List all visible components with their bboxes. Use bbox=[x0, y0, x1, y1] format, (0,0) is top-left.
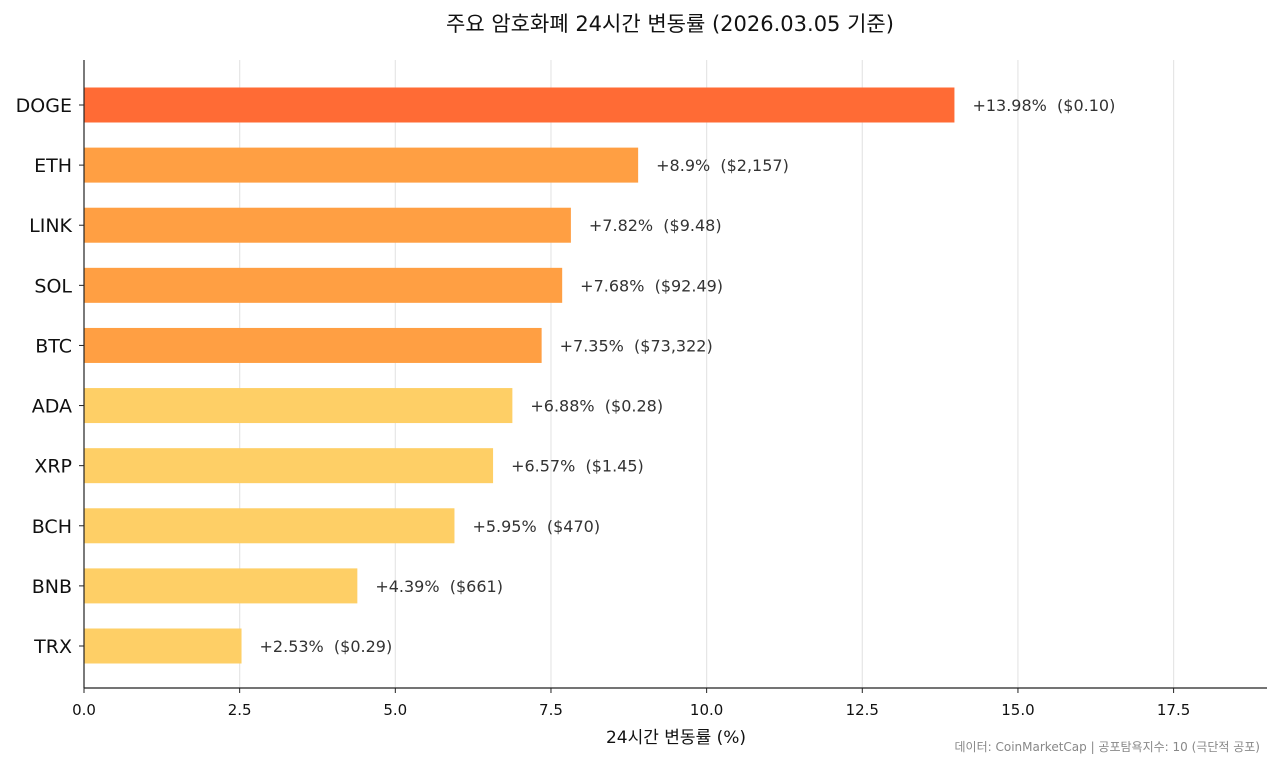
y-axis-ticks: DOGE ETH LINK SOL BTC ADA XRP BCH BNB TRX bbox=[16, 95, 84, 658]
data-label: +6.88% ($0.28) bbox=[530, 397, 663, 416]
x-axis-ticks: 0.0 2.5 5.0 7.5 10.0 12.5 15.0 17.5 bbox=[72, 688, 1190, 719]
data-label: +13.98% ($0.10) bbox=[972, 96, 1115, 115]
x-tick-label: 15.0 bbox=[1001, 701, 1034, 719]
y-tick-label: BNB bbox=[32, 576, 72, 598]
x-tick-label: 2.5 bbox=[228, 701, 252, 719]
x-axis-label: 24시간 변동률 (%) bbox=[606, 728, 746, 748]
y-tick-label: BCH bbox=[32, 516, 72, 538]
x-tick-label: 17.5 bbox=[1157, 701, 1190, 719]
bar-eth bbox=[84, 147, 639, 183]
data-label: +7.82% ($9.48) bbox=[589, 216, 722, 235]
x-tick-label: 12.5 bbox=[846, 701, 879, 719]
x-tick-label: 10.0 bbox=[690, 701, 723, 719]
x-tick-label: 0.0 bbox=[72, 701, 96, 719]
y-tick-label: ADA bbox=[32, 396, 72, 418]
chart-title: 주요 암호화폐 24시간 변동률 (2026.03.05 기준) bbox=[446, 12, 894, 36]
data-label: +5.95% ($470) bbox=[472, 517, 600, 536]
bar-bnb bbox=[84, 568, 358, 604]
data-label: +6.57% ($1.45) bbox=[511, 457, 644, 476]
y-tick-label: DOGE bbox=[16, 95, 72, 117]
x-tick-label: 5.0 bbox=[383, 701, 407, 719]
bar-sol bbox=[84, 267, 563, 303]
y-tick-label: XRP bbox=[34, 456, 72, 478]
bar-xrp bbox=[84, 448, 494, 484]
bar-trx bbox=[84, 628, 242, 664]
bar-btc bbox=[84, 327, 542, 363]
y-tick-label: SOL bbox=[34, 275, 72, 297]
y-tick-label: TRX bbox=[33, 636, 72, 658]
footer-source: 데이터: CoinMarketCap | 공포탐욕지수: 10 (극단적 공포) bbox=[955, 740, 1260, 754]
data-label: +2.53% ($0.29) bbox=[260, 637, 393, 656]
y-tick-label: LINK bbox=[29, 215, 72, 237]
bars: +13.98% ($0.10) +8.9% ($2,157) +7.82% ($9.… bbox=[84, 87, 1115, 664]
data-label: +4.39% ($661) bbox=[375, 577, 503, 596]
data-label: +8.9% ($2,157) bbox=[656, 156, 789, 175]
data-label: +7.68% ($92.49) bbox=[580, 276, 723, 295]
bar-link bbox=[84, 207, 571, 243]
bar-ada bbox=[84, 388, 513, 424]
x-tick-label: 7.5 bbox=[539, 701, 563, 719]
y-tick-label: ETH bbox=[34, 155, 72, 177]
y-tick-label: BTC bbox=[35, 335, 72, 357]
bar-bch bbox=[84, 508, 455, 544]
bar-doge bbox=[84, 87, 955, 123]
data-label: +7.35% ($73,322) bbox=[560, 336, 713, 355]
